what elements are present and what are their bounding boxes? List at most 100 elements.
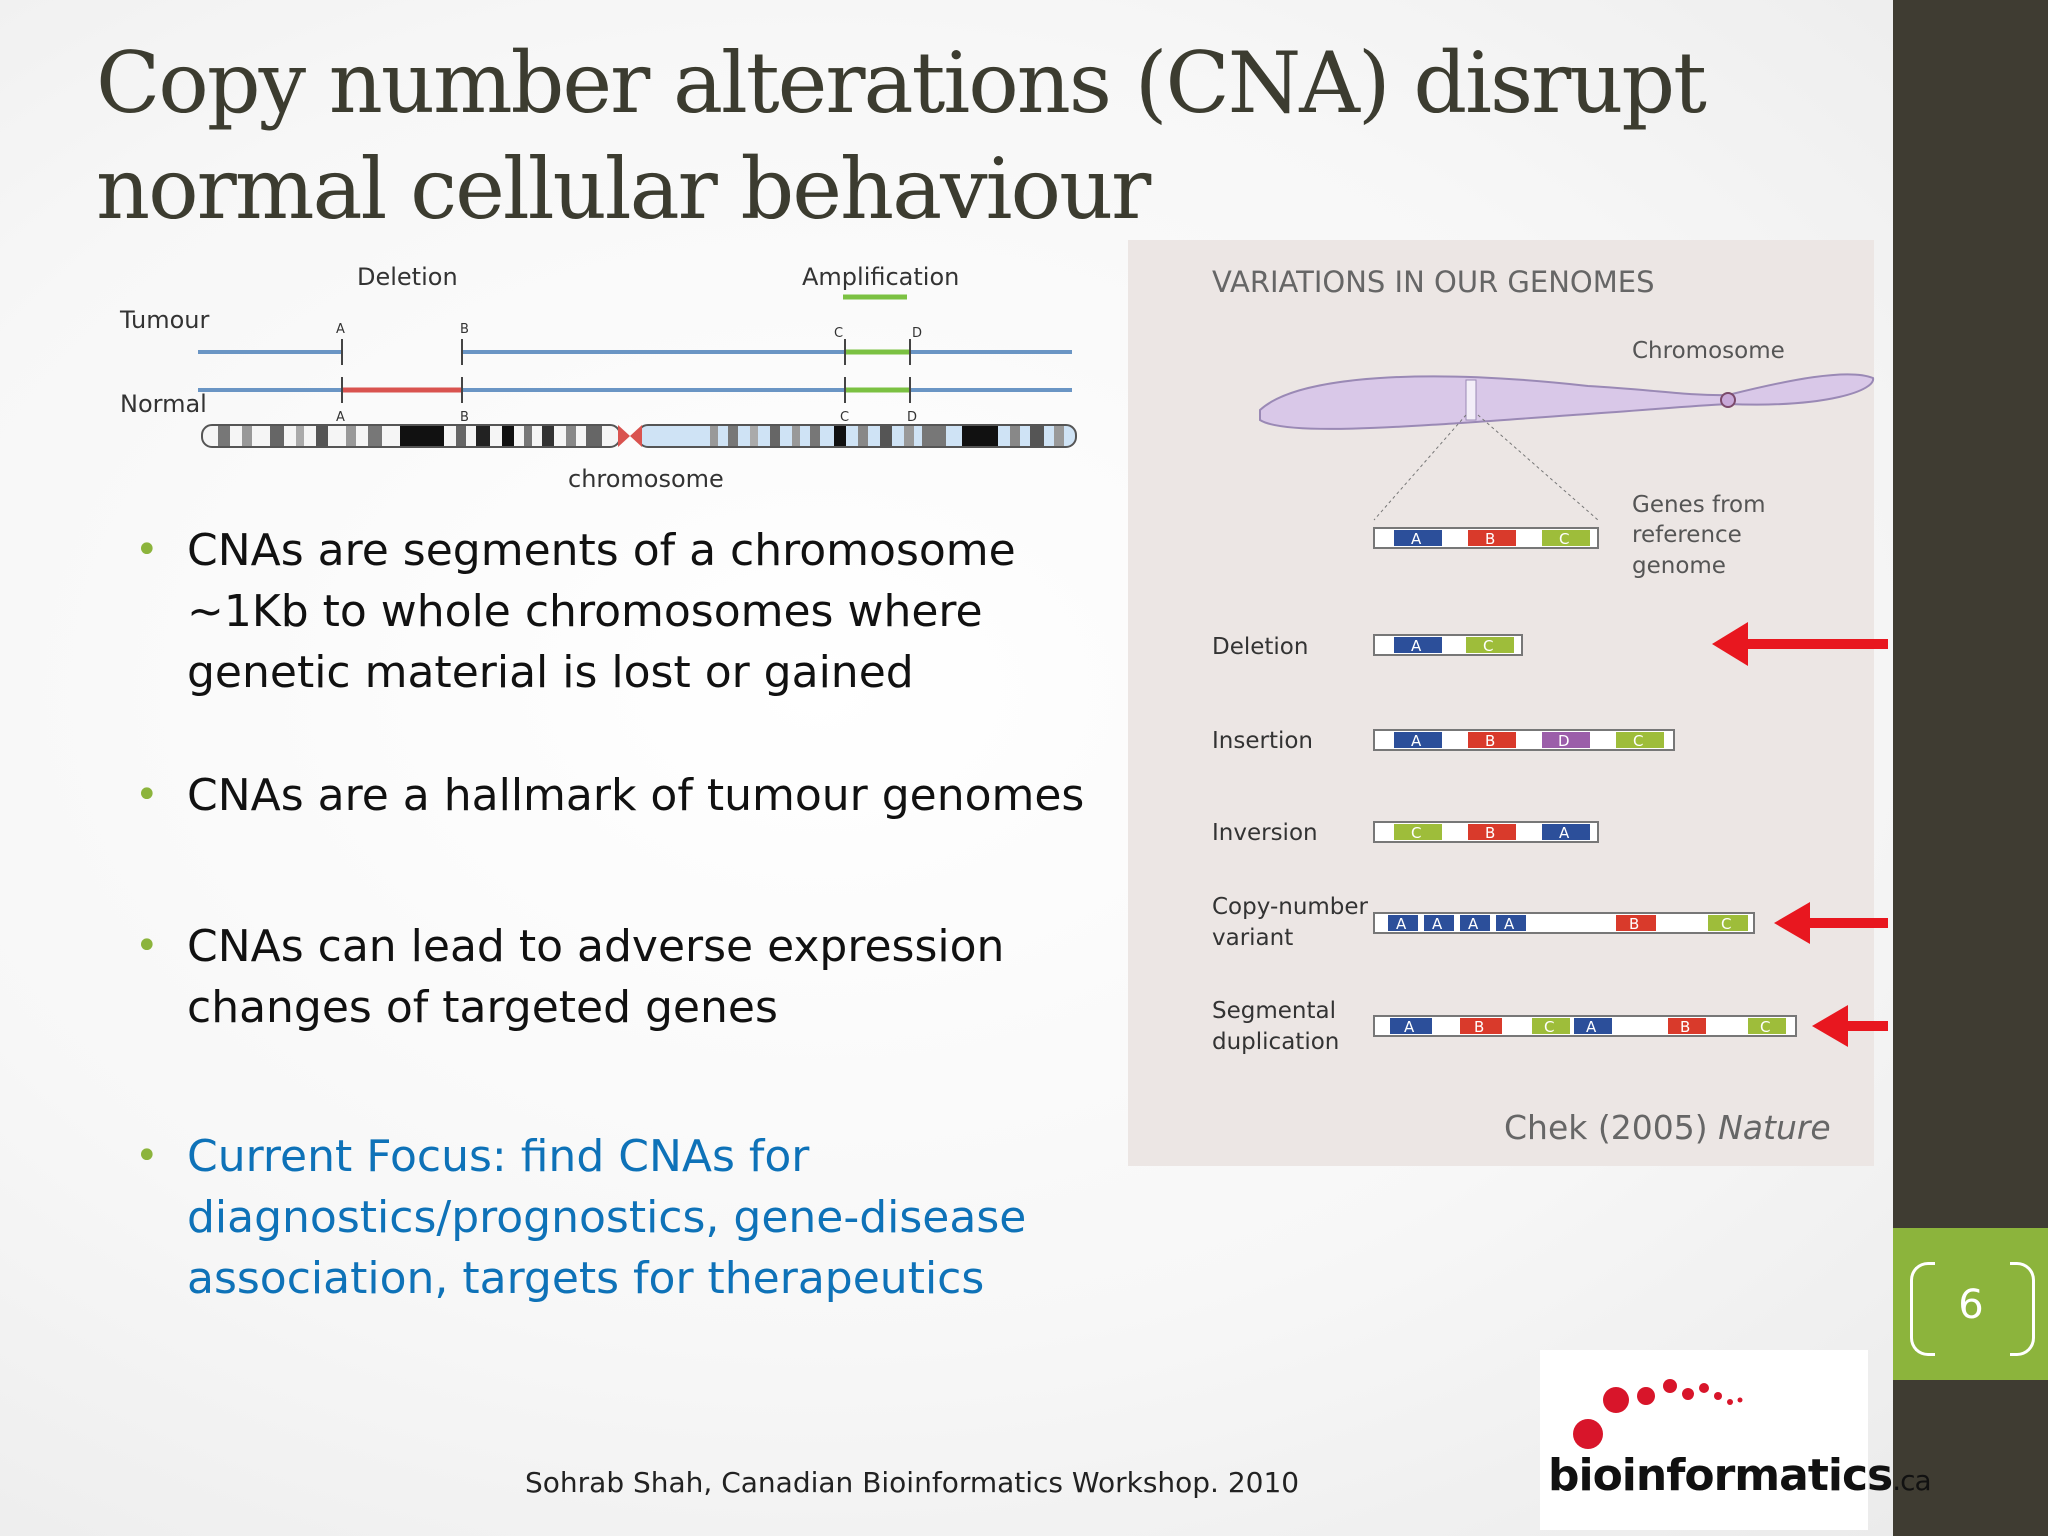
- bullet-item: CNAs are a hallmark of tumour genomes: [135, 765, 1095, 826]
- band: [476, 426, 490, 446]
- red-arrow-icon: [1812, 1005, 1888, 1047]
- gene-label-a: A: [1468, 915, 1479, 933]
- gene-label-c: C: [1760, 1018, 1770, 1036]
- gene-label-a: A: [1404, 1018, 1415, 1036]
- gene-label-c: C: [1633, 732, 1643, 750]
- deletion-gene-strip: A C: [1373, 634, 1523, 656]
- gene-block-b: [1468, 732, 1516, 748]
- row-label-segdup-line-2: duplication: [1212, 1029, 1339, 1055]
- deletion-label: Deletion: [357, 263, 458, 291]
- bracket-right-icon: [2010, 1262, 2035, 1356]
- slide-title-line-1: Copy number alterations (CNA) disrupt: [96, 34, 1707, 132]
- band: [728, 426, 738, 446]
- bullet-list: CNAs are segments of a chromosome ~1Kb t…: [135, 520, 1095, 1309]
- page-number: 6: [1958, 1282, 1984, 1328]
- band: [770, 426, 780, 446]
- chromosome-band-highlight: [1465, 379, 1477, 421]
- gene-label-c: C: [1559, 530, 1569, 548]
- slide-footer: Sohrab Shah, Canadian Bioinformatics Wor…: [525, 1466, 1300, 1499]
- tumour-marker-a: A: [336, 322, 345, 337]
- cnv-gene-strip: A A A A B C: [1373, 912, 1755, 934]
- band: [368, 426, 382, 446]
- gene-block-b: [1616, 915, 1656, 931]
- gene-block-a: [1496, 915, 1526, 931]
- band: [858, 426, 868, 446]
- gene-label-a: A: [1396, 915, 1407, 933]
- normal-marker-c: C: [840, 410, 849, 425]
- logo-name: bioinformatics: [1548, 1450, 1893, 1501]
- gene-label-b: B: [1629, 915, 1639, 933]
- gene-label-c: C: [1483, 637, 1493, 655]
- citation-journal: Nature: [1718, 1108, 1831, 1147]
- band: [962, 426, 998, 446]
- gene-block-a: [1394, 732, 1442, 748]
- tumour-label: Tumour: [119, 306, 210, 334]
- band: [834, 426, 846, 446]
- row-label-segdup-line-1: Segmental: [1212, 998, 1336, 1024]
- gene-label-a: A: [1504, 915, 1515, 933]
- gene-block-a: [1542, 824, 1590, 840]
- gene-block-c: [1708, 915, 1748, 931]
- inversion-gene-strip: C B A: [1373, 821, 1599, 843]
- gene-label-b: B: [1485, 824, 1495, 842]
- gene-block-a: [1460, 915, 1490, 931]
- red-arrow-icon: [1774, 902, 1888, 944]
- gene-label-a: A: [1559, 824, 1570, 842]
- band: [792, 426, 800, 446]
- band: [1030, 426, 1044, 446]
- normal-marker-b: B: [460, 410, 469, 425]
- tumour-marker-b: B: [460, 322, 469, 337]
- zoom-line-right: [1477, 414, 1599, 521]
- tumour-marker-d: D: [912, 326, 922, 341]
- row-label-inversion: Inversion: [1212, 820, 1318, 846]
- logo-dots-icon: [1573, 1379, 1743, 1449]
- genes-label-line-2: reference: [1632, 522, 1742, 548]
- band: [710, 426, 718, 446]
- gene-label-c: C: [1411, 824, 1421, 842]
- band: [586, 426, 602, 446]
- band: [922, 426, 946, 446]
- row-label-insertion: Insertion: [1212, 728, 1313, 754]
- figure-citation: Chek (2005) Nature: [1504, 1108, 1831, 1147]
- genes-label-line-3: genome: [1632, 553, 1726, 579]
- band: [400, 426, 444, 446]
- chromosome-label: chromosome: [568, 465, 724, 493]
- tumour-marker-c: C: [834, 326, 843, 341]
- gene-block-a: [1388, 915, 1418, 931]
- row-label-deletion: Deletion: [1212, 634, 1308, 660]
- gene-block-a: [1390, 1018, 1432, 1034]
- gene-label-b: B: [1474, 1018, 1484, 1036]
- genome-variations-figure: VARIATIONS IN OUR GENOMES Chromosome Gen…: [1212, 265, 1888, 1055]
- gene-label-c: C: [1721, 915, 1731, 933]
- band: [904, 426, 914, 446]
- band: [270, 426, 284, 446]
- gene-label-b: B: [1485, 732, 1495, 750]
- chromosome-icon: [1259, 373, 1875, 430]
- band: [524, 426, 532, 446]
- gene-block-c: [1542, 530, 1590, 546]
- zoom-line-left: [1373, 414, 1467, 521]
- gene-label-a: A: [1411, 732, 1422, 750]
- band: [456, 426, 466, 446]
- centromere-dot-icon: [1720, 392, 1736, 408]
- band: [750, 426, 758, 446]
- slide-title: Copy number alterations (CNA) disrupt no…: [96, 30, 1796, 242]
- insertion-gene-strip: A B D C: [1373, 729, 1675, 751]
- gene-block-a: [1424, 915, 1454, 931]
- segdup-gene-strip: A B C A B C: [1373, 1015, 1797, 1037]
- reference-gene-strip: A B C: [1373, 527, 1599, 549]
- band: [218, 426, 230, 446]
- band: [346, 426, 356, 446]
- genes-label-line-1: Genes from: [1632, 492, 1766, 518]
- gene-label-b: B: [1680, 1018, 1690, 1036]
- variations-heading: VARIATIONS IN OUR GENOMES: [1212, 265, 1654, 299]
- strip-base: [1373, 729, 1675, 751]
- row-label-cnv-line-2: variant: [1212, 925, 1293, 951]
- bracket-left-icon: [1910, 1262, 1935, 1356]
- normal-marker-a: A: [336, 410, 345, 425]
- band: [296, 426, 304, 446]
- gene-block-a: [1574, 1018, 1612, 1034]
- band: [502, 426, 514, 446]
- gene-label-b: B: [1485, 530, 1495, 548]
- gene-label-a: A: [1411, 530, 1422, 548]
